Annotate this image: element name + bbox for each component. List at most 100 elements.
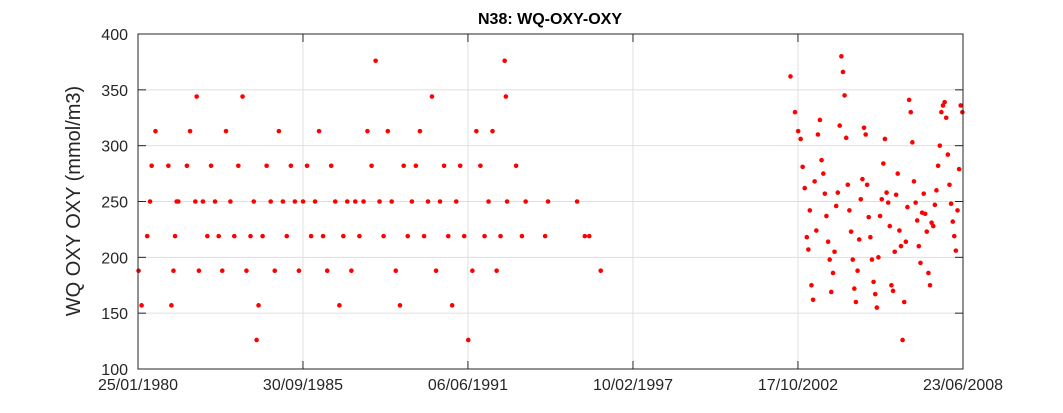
data-point — [905, 204, 910, 210]
data-point — [858, 196, 864, 202]
x-tick-label: 17/10/2002 — [758, 377, 838, 394]
data-point — [598, 268, 604, 274]
data-point — [421, 233, 427, 239]
data-point — [166, 163, 171, 169]
data-point — [574, 199, 580, 204]
data-point — [935, 163, 941, 169]
data-point — [465, 337, 471, 343]
data-point — [872, 291, 878, 297]
data-point — [196, 268, 202, 274]
y-tick-label: 150 — [101, 306, 128, 323]
data-point — [272, 268, 278, 274]
x-tick-label: 30/09/1985 — [263, 377, 343, 394]
data-point — [389, 199, 394, 204]
data-point — [144, 233, 150, 239]
data-point — [830, 270, 836, 276]
data-point — [788, 74, 793, 79]
data-point — [503, 94, 509, 99]
data-point — [916, 243, 922, 249]
data-point — [385, 128, 391, 134]
data-point — [806, 247, 811, 252]
data-point — [187, 128, 193, 134]
data-point — [945, 152, 951, 157]
data-point — [908, 109, 914, 115]
data-point — [958, 103, 963, 108]
data-point — [882, 136, 888, 142]
data-point — [937, 143, 943, 148]
data-point — [513, 163, 519, 169]
data-point — [864, 182, 870, 188]
data-point — [943, 115, 949, 121]
data-point — [852, 286, 857, 291]
data-point — [194, 94, 199, 99]
x-tick-label: 06/06/1991 — [428, 377, 508, 394]
data-point — [231, 233, 237, 239]
data-point — [860, 176, 865, 182]
data-point — [948, 201, 954, 207]
data-point — [352, 199, 358, 204]
data-point — [889, 282, 894, 288]
data-point — [798, 136, 803, 142]
data-point — [223, 128, 229, 134]
data-point — [240, 94, 245, 99]
data-point — [445, 233, 451, 239]
data-point — [449, 303, 455, 308]
data-point — [236, 163, 241, 169]
data-point — [417, 128, 423, 134]
data-point — [461, 233, 467, 239]
data-point — [869, 257, 875, 262]
data-point — [930, 223, 936, 229]
data-point — [953, 248, 959, 253]
data-point — [136, 268, 141, 274]
data-point — [895, 171, 901, 176]
data-point — [205, 233, 210, 239]
data-point — [586, 233, 592, 239]
data-point — [924, 229, 930, 234]
data-point — [490, 128, 495, 134]
data-point — [437, 199, 443, 204]
data-point — [172, 233, 178, 239]
data-point — [804, 234, 810, 240]
data-point — [956, 166, 962, 172]
data-point — [228, 199, 233, 204]
data-point — [874, 305, 880, 310]
data-point — [193, 199, 198, 204]
data-point — [494, 268, 499, 274]
data-point — [792, 109, 798, 115]
data-point — [861, 125, 867, 131]
data-point — [542, 233, 548, 239]
x-tick-label: 23/06/2008 — [923, 377, 1003, 394]
data-point — [361, 199, 366, 204]
y-tick-label: 250 — [101, 195, 128, 212]
data-point — [835, 190, 841, 195]
data-point — [486, 199, 491, 204]
data-point — [219, 268, 225, 274]
data-point — [425, 199, 431, 204]
data-point — [926, 270, 931, 276]
data-point — [955, 208, 960, 213]
axis-ticks — [137, 33, 964, 370]
data-point — [960, 109, 965, 115]
data-point — [922, 211, 928, 217]
data-point — [819, 157, 824, 163]
data-point — [393, 268, 399, 274]
data-point — [910, 140, 915, 145]
y-tick-label: 400 — [101, 27, 128, 44]
data-points — [136, 54, 965, 343]
data-point — [312, 199, 318, 204]
data-point — [502, 58, 507, 64]
data-point — [441, 163, 447, 169]
data-point — [795, 128, 801, 134]
data-point — [171, 268, 176, 274]
data-point — [470, 268, 475, 274]
data-point — [248, 233, 253, 239]
data-point — [254, 337, 259, 343]
data-point — [349, 268, 354, 274]
data-point — [832, 249, 837, 255]
data-point — [822, 191, 828, 196]
data-point — [856, 237, 862, 242]
data-point — [809, 282, 814, 288]
data-point — [903, 239, 909, 244]
chart-title: N38: WQ-OXY-OXY — [478, 11, 622, 28]
data-point — [807, 208, 813, 213]
